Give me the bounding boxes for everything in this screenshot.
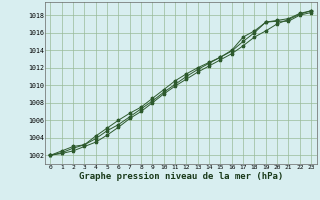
X-axis label: Graphe pression niveau de la mer (hPa): Graphe pression niveau de la mer (hPa) (79, 172, 283, 181)
